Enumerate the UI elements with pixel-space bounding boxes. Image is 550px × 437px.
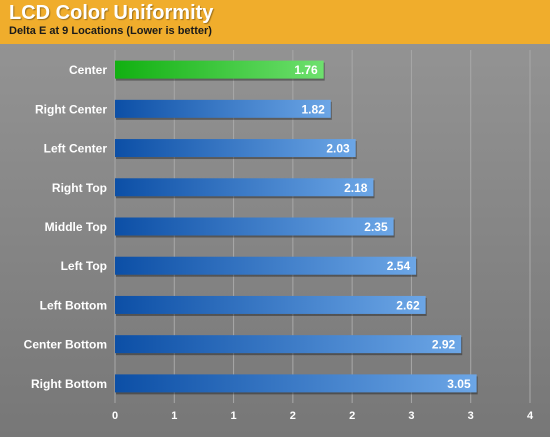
category-label: Middle Top: [45, 220, 107, 234]
x-tick-label: 3: [408, 410, 414, 422]
bar: [115, 139, 356, 158]
value-label: 2.03: [326, 142, 350, 156]
value-label: 3.05: [447, 377, 471, 391]
chart-subtitle: Delta E at 9 Locations (Lower is better): [9, 25, 212, 37]
x-tick-label: 2: [290, 410, 296, 422]
bar: [115, 256, 417, 275]
category-label: Center: [69, 63, 107, 77]
x-tick-label: 0: [112, 410, 118, 422]
bar: [115, 60, 324, 79]
category-label: Center Bottom: [24, 338, 107, 352]
category-label: Right Center: [35, 102, 107, 116]
value-label: 2.92: [432, 338, 456, 352]
bar: [115, 178, 374, 197]
value-label: 1.82: [301, 102, 325, 116]
value-label: 2.18: [344, 181, 368, 195]
category-label: Right Bottom: [31, 377, 107, 391]
x-tick-label: 4: [527, 410, 534, 422]
x-tick-label: 1: [171, 410, 177, 422]
bar: [115, 374, 477, 393]
bar: [115, 295, 426, 314]
category-label: Left Center: [44, 142, 108, 156]
value-label: 2.62: [396, 298, 420, 312]
category-label: Right Top: [52, 181, 107, 195]
category-label: Left Bottom: [40, 298, 107, 312]
value-label: 2.35: [364, 220, 388, 234]
chart-header: LCD Color Uniformity Delta E at 9 Locati…: [0, 0, 550, 44]
category-label: Left Top: [61, 259, 107, 273]
value-label: 1.76: [294, 63, 318, 77]
x-tick-label: 3: [468, 410, 474, 422]
bar: [115, 99, 331, 118]
value-label: 2.54: [387, 259, 411, 273]
chart-title: LCD Color Uniformity: [9, 2, 214, 24]
x-tick-label: 1: [231, 410, 237, 422]
x-tick-label: 2: [349, 410, 355, 422]
bar: [115, 217, 394, 236]
bar: [115, 335, 462, 354]
